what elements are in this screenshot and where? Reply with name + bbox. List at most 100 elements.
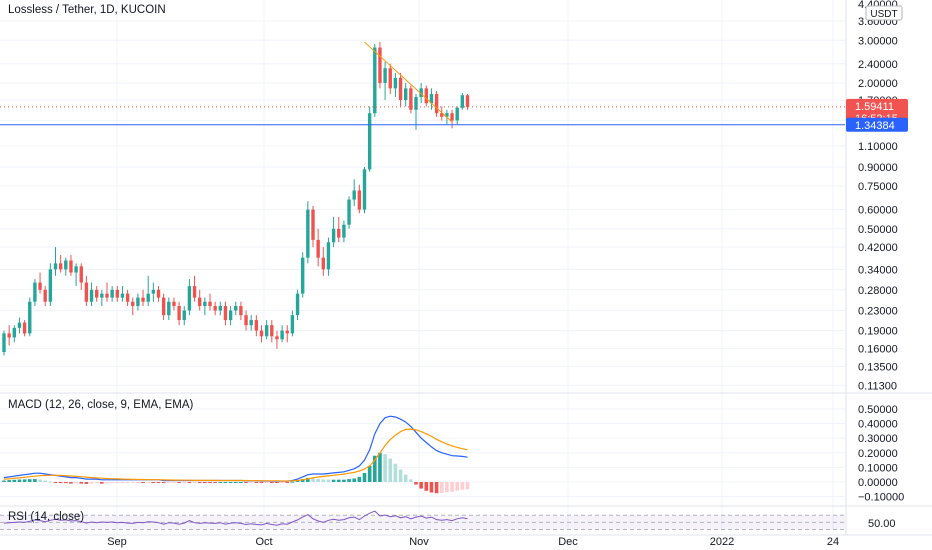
candle-body bbox=[244, 315, 248, 326]
candle-body bbox=[141, 297, 145, 302]
candle-body bbox=[69, 260, 73, 273]
price-pane[interactable] bbox=[0, 41, 845, 356]
candle-body bbox=[151, 289, 156, 294]
candle-body bbox=[419, 88, 423, 98]
candle-body bbox=[131, 301, 135, 307]
candle-body bbox=[388, 68, 392, 89]
macd-histogram-bar bbox=[450, 482, 454, 492]
candle-body bbox=[440, 113, 444, 117]
macd-histogram-bar bbox=[367, 465, 372, 482]
price-tick-label: 0.42000 bbox=[858, 242, 898, 254]
candle-body bbox=[198, 297, 202, 307]
macd-histogram-bar bbox=[110, 482, 114, 484]
chart-title: Lossless / Tether, 1D, KUCOIN bbox=[8, 4, 166, 16]
candle-body bbox=[306, 209, 310, 258]
macd-histogram-bar bbox=[151, 482, 156, 483]
macd-histogram-bar bbox=[12, 479, 17, 482]
macd-histogram-bar bbox=[7, 480, 11, 482]
candle-body bbox=[125, 293, 130, 302]
candle-body bbox=[48, 269, 53, 302]
candle-body bbox=[64, 260, 68, 270]
candle-body bbox=[79, 266, 83, 283]
macd-histogram-bar bbox=[115, 482, 120, 483]
macd-histogram-bar bbox=[424, 482, 429, 491]
candle-body bbox=[352, 190, 356, 200]
candle-body bbox=[280, 330, 284, 340]
macd-histogram-bar bbox=[84, 482, 89, 484]
macd-histogram-bar bbox=[342, 479, 346, 482]
candle-body bbox=[378, 47, 382, 83]
macd-histogram-bar bbox=[280, 482, 284, 483]
candle-body bbox=[316, 239, 320, 258]
macd-histogram-bar bbox=[53, 482, 58, 483]
macd-histogram-bar bbox=[161, 482, 166, 483]
currency-badge-label: USDT bbox=[870, 9, 897, 20]
candle-body bbox=[342, 224, 346, 238]
macd-histogram-bar bbox=[79, 482, 84, 484]
macd-histogram-bar bbox=[146, 482, 150, 483]
macd-histogram-bar bbox=[2, 480, 6, 482]
candle-body bbox=[38, 282, 42, 290]
macd-histogram-bar bbox=[378, 452, 382, 482]
price-tick-label: 1.10000 bbox=[858, 141, 898, 153]
candle-body bbox=[259, 330, 264, 337]
hline-price-label: 1.34384 bbox=[855, 120, 895, 132]
macd-histogram-bar bbox=[295, 480, 300, 482]
price-tick-label: 2.40000 bbox=[858, 59, 898, 71]
macd-histogram-bar bbox=[398, 469, 403, 482]
candle-body bbox=[43, 289, 47, 302]
macd-histogram-bar bbox=[141, 482, 145, 483]
macd-tick-label: 0.10000 bbox=[858, 462, 898, 474]
macd-histogram-bar bbox=[177, 482, 181, 483]
macd-histogram-bar bbox=[434, 482, 439, 494]
macd-histogram-bar bbox=[69, 482, 73, 484]
candle-body bbox=[161, 297, 166, 316]
time-tick-label: Nov bbox=[409, 536, 429, 548]
macd-histogram-bar bbox=[409, 479, 413, 482]
macd-histogram-bar bbox=[94, 482, 99, 484]
price-tick-label: 0.28000 bbox=[858, 285, 898, 297]
candle-body bbox=[74, 266, 78, 273]
macd-histogram-bar bbox=[290, 481, 295, 483]
candle-body bbox=[285, 330, 289, 334]
macd-tick-label: −0.10000 bbox=[858, 492, 904, 504]
currency-badge[interactable] bbox=[865, 5, 903, 21]
time-tick-label: Oct bbox=[255, 536, 272, 548]
macd-histogram-bar bbox=[419, 482, 423, 489]
candle-body bbox=[84, 282, 89, 302]
macd-histogram-bar bbox=[455, 482, 459, 491]
macd-histogram-bar bbox=[264, 482, 269, 483]
macd-histogram-bar bbox=[43, 480, 47, 482]
candle-body bbox=[321, 257, 325, 270]
price-tick-label: 0.11300 bbox=[858, 380, 897, 392]
macd-histogram-bar bbox=[223, 482, 228, 483]
candle-body bbox=[17, 322, 22, 328]
rsi-tick-label: 50.00 bbox=[868, 518, 896, 530]
macd-pane[interactable] bbox=[2, 415, 470, 494]
macd-histogram-bar bbox=[136, 482, 140, 483]
candle-body bbox=[290, 315, 295, 334]
trendline[interactable] bbox=[364, 41, 453, 123]
rsi-pane[interactable] bbox=[0, 510, 845, 530]
macd-histogram-bar bbox=[300, 479, 305, 482]
candle-body bbox=[383, 68, 387, 83]
candle-body bbox=[146, 293, 150, 302]
macd-histogram-bar bbox=[197, 482, 202, 483]
candle-body bbox=[136, 297, 140, 307]
candle-body bbox=[455, 107, 459, 121]
macd-histogram-bar bbox=[167, 482, 171, 483]
candle-body bbox=[404, 88, 408, 101]
candle-body bbox=[192, 286, 197, 298]
time-tick-label: 2022 bbox=[710, 536, 734, 548]
macd-histogram-bar bbox=[120, 482, 125, 483]
candle-body bbox=[156, 289, 161, 298]
candle-body bbox=[218, 306, 222, 311]
time-tick-label: Sep bbox=[107, 536, 127, 548]
macd-histogram-bar bbox=[48, 481, 53, 483]
candle-body bbox=[264, 325, 269, 337]
candle-body bbox=[465, 95, 470, 107]
candle-body bbox=[58, 263, 63, 270]
candle-body bbox=[295, 293, 300, 316]
macd-histogram-bar bbox=[156, 482, 161, 483]
